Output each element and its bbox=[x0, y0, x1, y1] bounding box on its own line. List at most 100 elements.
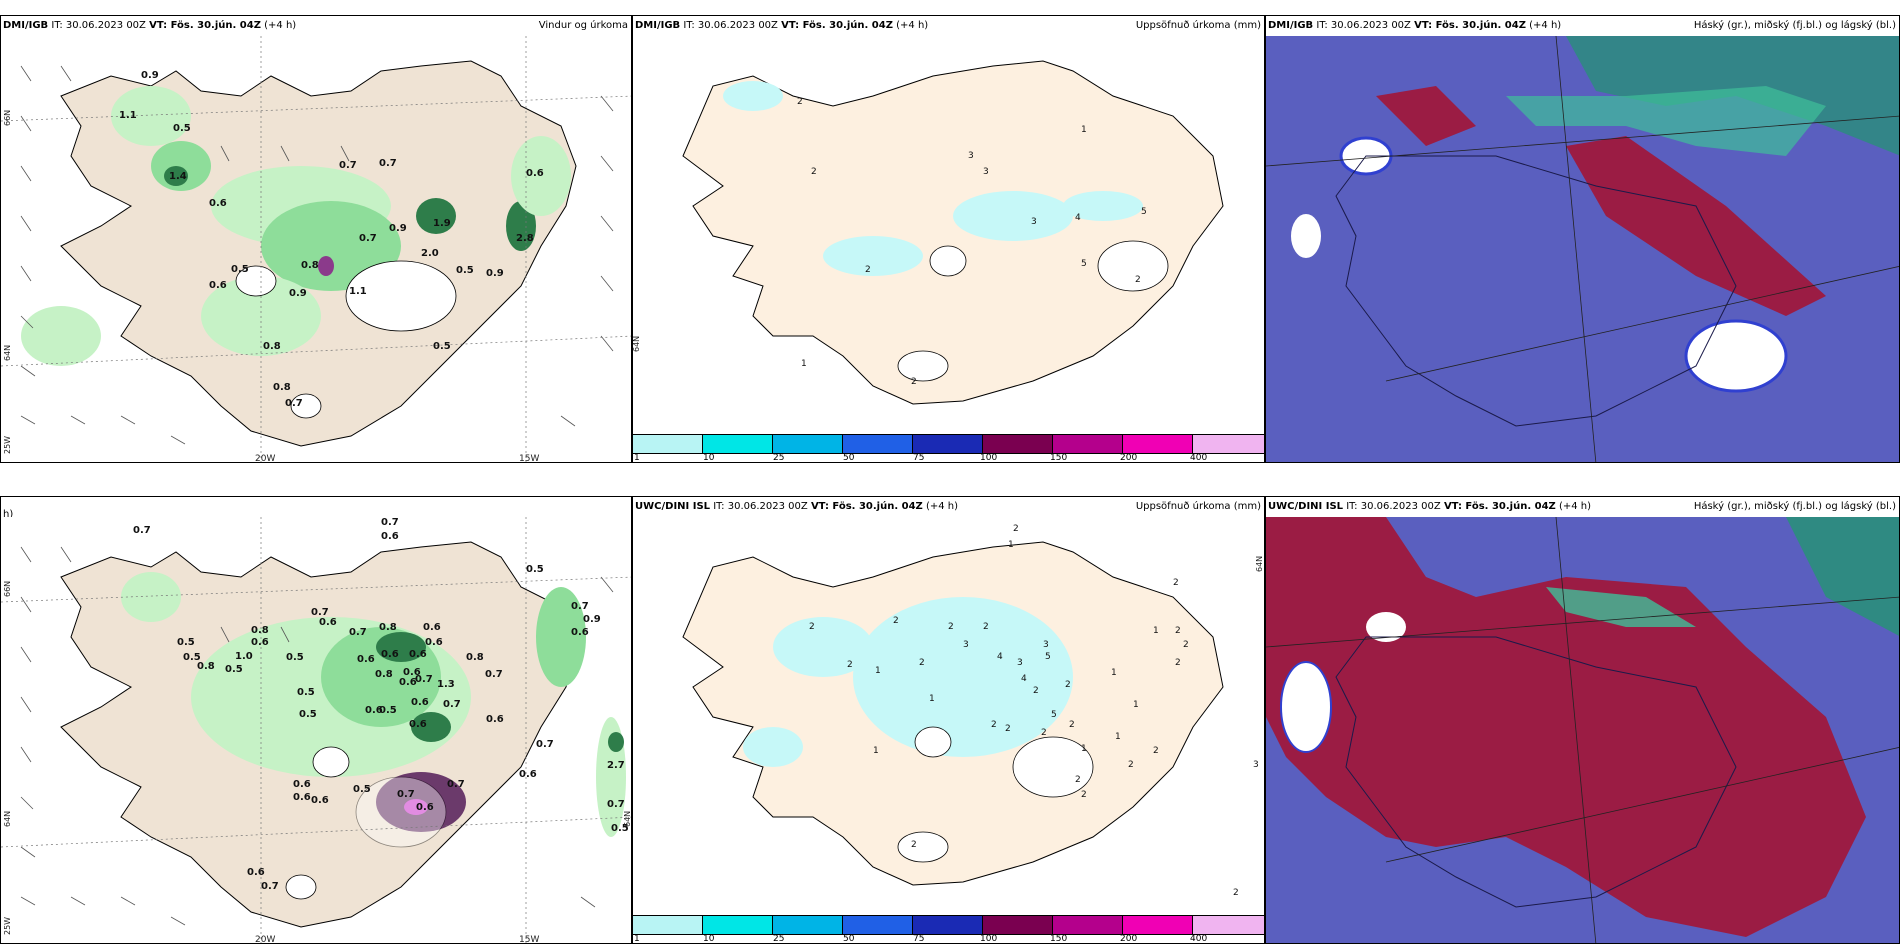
precip-value-labels: 2 1 3 3 2 3 4 5 2 5 2 1 2 bbox=[797, 97, 1147, 387]
value-label: 2 bbox=[991, 720, 997, 730]
accumulated-precip-map: 2 1 3 3 2 3 4 5 2 5 2 1 2 bbox=[633, 36, 1264, 431]
value-label: 0.8 bbox=[263, 341, 281, 352]
panel-bottom-middle: UWC/DINI ISL IT: 30.06.2023 00Z VT: Fös.… bbox=[632, 496, 1265, 944]
panel-title: Vindur og úrkoma bbox=[538, 20, 628, 31]
value-label: 0.6 bbox=[209, 280, 227, 291]
value-label: 2 bbox=[1081, 790, 1087, 800]
value-label: 2 bbox=[809, 622, 815, 632]
value-label: 0.7 bbox=[571, 601, 589, 612]
cloud-cover-map bbox=[1266, 36, 1899, 462]
value-label: 1 bbox=[1081, 744, 1087, 754]
colorbar-tick: 150 bbox=[1050, 934, 1068, 944]
lon-label-20w: 20W bbox=[255, 935, 276, 944]
value-label: 0.7 bbox=[397, 789, 415, 800]
colorbar-tick: 100 bbox=[980, 453, 998, 463]
colorbar-tick: 50 bbox=[843, 934, 855, 944]
colorbar-segment bbox=[773, 916, 843, 934]
value-label: 0.7 bbox=[339, 160, 357, 171]
precip-value-labels: 0.7 0.7 0.6 0.5 0.7 0.9 0.6 0.5 0.5 1.0 … bbox=[133, 517, 629, 892]
value-label: 0.8 bbox=[379, 622, 397, 633]
value-label: 0.6 bbox=[403, 667, 421, 678]
value-label: 0.6 bbox=[409, 719, 427, 730]
colorbar-tick: 150 bbox=[1050, 453, 1068, 463]
accumulated-precip-map: 2 1 2 1 2 2 2 2 2 2 3 2 4 3 5 2 4 2 1 3 … bbox=[633, 517, 1264, 912]
colorbar-segment bbox=[703, 435, 773, 453]
colorbar-segment bbox=[1053, 435, 1123, 453]
value-label: 2 bbox=[1233, 888, 1239, 898]
colorbar-tick: 10 bbox=[703, 453, 715, 463]
value-label: 0.6 bbox=[381, 531, 399, 542]
value-label: 3 bbox=[983, 167, 989, 177]
value-label: 5 bbox=[1081, 259, 1087, 269]
value-label: 4 bbox=[1075, 213, 1081, 223]
value-label: 0.9 bbox=[141, 70, 159, 81]
colorbar-segment bbox=[1193, 435, 1264, 453]
value-label: 0.9 bbox=[389, 223, 407, 234]
lat-label: 64N bbox=[3, 810, 12, 827]
value-label: 2 bbox=[1128, 760, 1134, 770]
lon-label-15w: 15W bbox=[519, 935, 540, 944]
colorbar-segment bbox=[1123, 916, 1193, 934]
colorbar-tick: 1 bbox=[634, 934, 640, 944]
value-label: 2 bbox=[893, 616, 899, 626]
precip-value-labels: 0.9 1.1 0.5 1.4 0.6 0.7 0.7 0.6 0.5 0.6 … bbox=[119, 70, 544, 409]
lon-label-15w: 15W bbox=[519, 454, 540, 463]
colorbar-segment bbox=[983, 435, 1053, 453]
value-label: 2 bbox=[1175, 626, 1181, 636]
value-label: 0.7 bbox=[311, 607, 329, 618]
panel-title: Uppsöfnuð úrkoma (mm) bbox=[1135, 501, 1261, 512]
colorbar-tick: 200 bbox=[1120, 934, 1138, 944]
precip-value-labels: 2 1 2 1 2 2 2 2 2 2 3 2 4 3 5 2 4 2 1 3 … bbox=[809, 524, 1259, 898]
value-label: 0.8 bbox=[466, 652, 484, 663]
lat-label: 64N bbox=[623, 810, 632, 827]
value-label: 0.7 bbox=[261, 881, 279, 892]
value-label: 2 bbox=[1153, 746, 1159, 756]
colorbar-segment bbox=[633, 435, 703, 453]
cloud-cover-map bbox=[1266, 517, 1899, 943]
colorbar-segment bbox=[1053, 916, 1123, 934]
value-label: 1 bbox=[875, 666, 881, 676]
value-label: 5 bbox=[1141, 207, 1147, 217]
value-label: 0.6 bbox=[381, 649, 399, 660]
lat-label: 64N bbox=[632, 335, 641, 352]
value-label: 2 bbox=[1041, 728, 1047, 738]
value-label: 1 bbox=[801, 359, 807, 369]
value-label: 0.9 bbox=[289, 288, 307, 299]
value-label: 0.7 bbox=[443, 699, 461, 710]
value-label: 0.6 bbox=[425, 637, 443, 648]
value-label: 3 bbox=[1017, 658, 1023, 668]
value-label: 1.1 bbox=[119, 110, 137, 121]
value-label: 2 bbox=[797, 97, 803, 107]
value-label: 0.5 bbox=[297, 687, 315, 698]
panel-header: UWC/DINI ISL IT: 30.06.2023 00Z VT: Fös.… bbox=[635, 501, 959, 512]
panel-header: UWC/DINI ISL IT: 30.06.2023 00Z VT: Fös.… bbox=[1268, 501, 1592, 512]
value-label: 2 bbox=[1013, 524, 1019, 534]
colorbar-tick: 75 bbox=[913, 934, 925, 944]
value-label: 0.6 bbox=[311, 795, 329, 806]
value-label: 1.0 bbox=[235, 651, 253, 662]
value-label: 2 bbox=[1075, 775, 1081, 785]
value-label: 2 bbox=[1173, 578, 1179, 588]
value-label: 0.6 bbox=[409, 649, 427, 660]
value-label: 1 bbox=[1111, 668, 1117, 678]
colorbar-tick: 200 bbox=[1120, 453, 1138, 463]
colorbar-tick: 50 bbox=[843, 453, 855, 463]
value-label: 4 bbox=[1021, 674, 1027, 684]
lat-label: 66N bbox=[3, 580, 12, 597]
colorbar-segment bbox=[913, 435, 983, 453]
precip-colorbar bbox=[633, 915, 1264, 935]
value-label: 2 bbox=[983, 622, 989, 632]
value-label: 0.7 bbox=[415, 674, 433, 685]
colorbar-tick: 400 bbox=[1190, 453, 1208, 463]
value-label: 0.6 bbox=[293, 792, 311, 803]
value-label: 0.6 bbox=[519, 769, 537, 780]
value-label: 0.6 bbox=[416, 802, 434, 813]
lat-label: 25W bbox=[3, 435, 12, 454]
panel-title: Uppsöfnuð úrkoma (mm) bbox=[1135, 20, 1261, 31]
value-label: 2 bbox=[811, 167, 817, 177]
value-label: 0.6 bbox=[486, 714, 504, 725]
colorbar-segment bbox=[843, 435, 913, 453]
value-label: 2.0 bbox=[421, 248, 439, 259]
colorbar-tick: 25 bbox=[773, 453, 785, 463]
panel-top-left: DMI/IGB IT: 30.06.2023 00Z VT: Fös. 30.j… bbox=[0, 15, 632, 463]
